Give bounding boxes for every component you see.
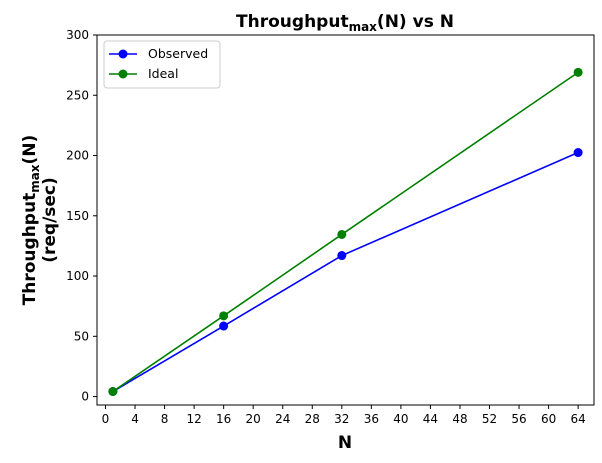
y-tick-label: 300	[66, 28, 89, 42]
x-tick-label: 32	[334, 412, 349, 426]
data-point-observed	[219, 321, 229, 331]
x-axis-label: N	[338, 433, 352, 453]
y-axis: 0 50 100 150 200 250 300	[66, 28, 97, 404]
chart-title-subscript: max	[349, 20, 378, 34]
data-point-ideal	[337, 229, 347, 239]
series-layer	[108, 67, 583, 397]
data-point-observed	[337, 251, 347, 261]
x-tick-label: 4	[131, 412, 139, 426]
y-tick-label: 50	[74, 329, 89, 343]
x-tick-label: 44	[423, 412, 438, 426]
chart-title-rest: (N) vs N	[377, 12, 454, 32]
chart-title-main: Throughput	[236, 12, 349, 32]
y-tick-label: 250	[66, 88, 89, 102]
y-axis-label-rest: (N)	[20, 135, 40, 165]
x-tick-label: 16	[216, 412, 231, 426]
x-tick-label: 20	[246, 412, 261, 426]
x-tick-label: 36	[364, 412, 379, 426]
x-tick-label: 60	[541, 412, 556, 426]
x-tick-label: 56	[511, 412, 526, 426]
legend-ideal-label: Ideal	[148, 66, 178, 81]
x-tick-label: 28	[305, 412, 320, 426]
legend-ideal-marker	[118, 69, 128, 79]
series-line-observed	[112, 151, 579, 393]
x-tick-label: 12	[186, 412, 201, 426]
data-point-ideal	[108, 387, 118, 397]
y-axis-label: Throughputmax(N) (req/sec)	[20, 135, 60, 306]
y-tick-label: 100	[66, 269, 89, 283]
x-tick-label: 64	[570, 412, 585, 426]
x-tick-label: 48	[452, 412, 467, 426]
y-axis-label-line2: (req/sec)	[40, 177, 60, 263]
x-axis: 0 4 8 12 16 20 24 28 32 36 40 44 48 52 56 60 64	[102, 405, 586, 426]
series-line-ideal	[112, 71, 579, 393]
y-axis-label-subscript: max	[28, 164, 42, 193]
plot-frame	[96, 34, 595, 406]
data-point-ideal	[573, 67, 583, 77]
x-tick-label: 40	[393, 412, 408, 426]
x-tick-label: 0	[102, 412, 110, 426]
x-tick-label: 8	[161, 412, 169, 426]
legend-box	[103, 40, 221, 89]
legend-observed-label: Observed	[148, 46, 208, 61]
data-point-ideal	[219, 311, 229, 321]
y-axis-label-main: Throughput	[20, 193, 40, 306]
x-tick-label: 24	[275, 412, 290, 426]
y-tick-label: 0	[81, 390, 89, 404]
x-tick-label: 52	[482, 412, 497, 426]
chart-title: Throughputmax(N) vs N	[236, 12, 454, 34]
y-axis-label-line1: Throughputmax(N)	[20, 135, 42, 306]
data-point-observed	[573, 148, 583, 158]
legend-observed-marker	[118, 49, 128, 59]
legend: Observed Ideal	[103, 40, 221, 89]
y-tick-label: 200	[66, 149, 89, 163]
y-tick-label: 150	[66, 209, 89, 223]
